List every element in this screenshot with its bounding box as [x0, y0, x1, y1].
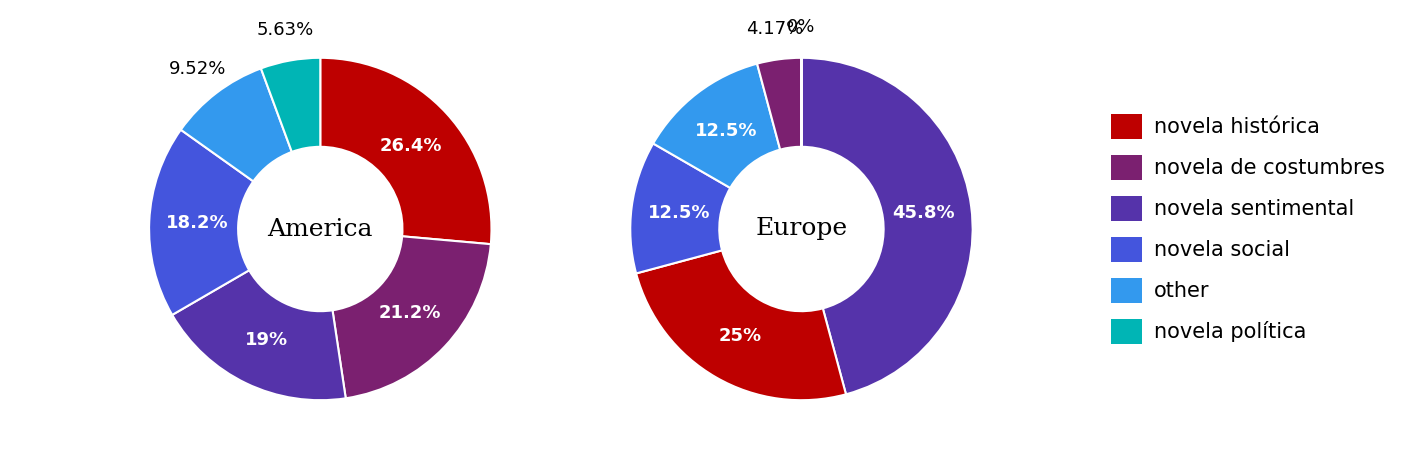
Text: 18.2%: 18.2%: [166, 214, 229, 232]
Text: 9.52%: 9.52%: [169, 60, 226, 77]
Wedge shape: [758, 58, 801, 150]
Wedge shape: [333, 236, 491, 398]
Wedge shape: [631, 143, 731, 273]
Text: 25%: 25%: [718, 327, 762, 345]
Wedge shape: [150, 130, 254, 315]
Wedge shape: [181, 68, 292, 181]
Text: 12.5%: 12.5%: [648, 204, 711, 222]
Wedge shape: [261, 58, 320, 152]
Text: 5.63%: 5.63%: [257, 21, 313, 39]
Legend: novela histórica, novela de costumbres, novela sentimental, novela social, other: novela histórica, novela de costumbres, …: [1102, 105, 1394, 353]
Wedge shape: [636, 251, 847, 400]
Wedge shape: [801, 58, 972, 394]
Text: America: America: [268, 218, 373, 240]
Text: 21.2%: 21.2%: [378, 305, 442, 322]
Text: Europe: Europe: [755, 218, 848, 240]
Wedge shape: [653, 64, 780, 188]
Wedge shape: [320, 58, 491, 244]
Text: 12.5%: 12.5%: [696, 122, 758, 140]
Text: 4.17%: 4.17%: [746, 20, 804, 38]
Text: 0%: 0%: [787, 18, 816, 36]
Text: 45.8%: 45.8%: [892, 204, 955, 222]
Text: 19%: 19%: [246, 331, 288, 349]
Text: 26.4%: 26.4%: [380, 137, 443, 155]
Wedge shape: [172, 270, 346, 400]
